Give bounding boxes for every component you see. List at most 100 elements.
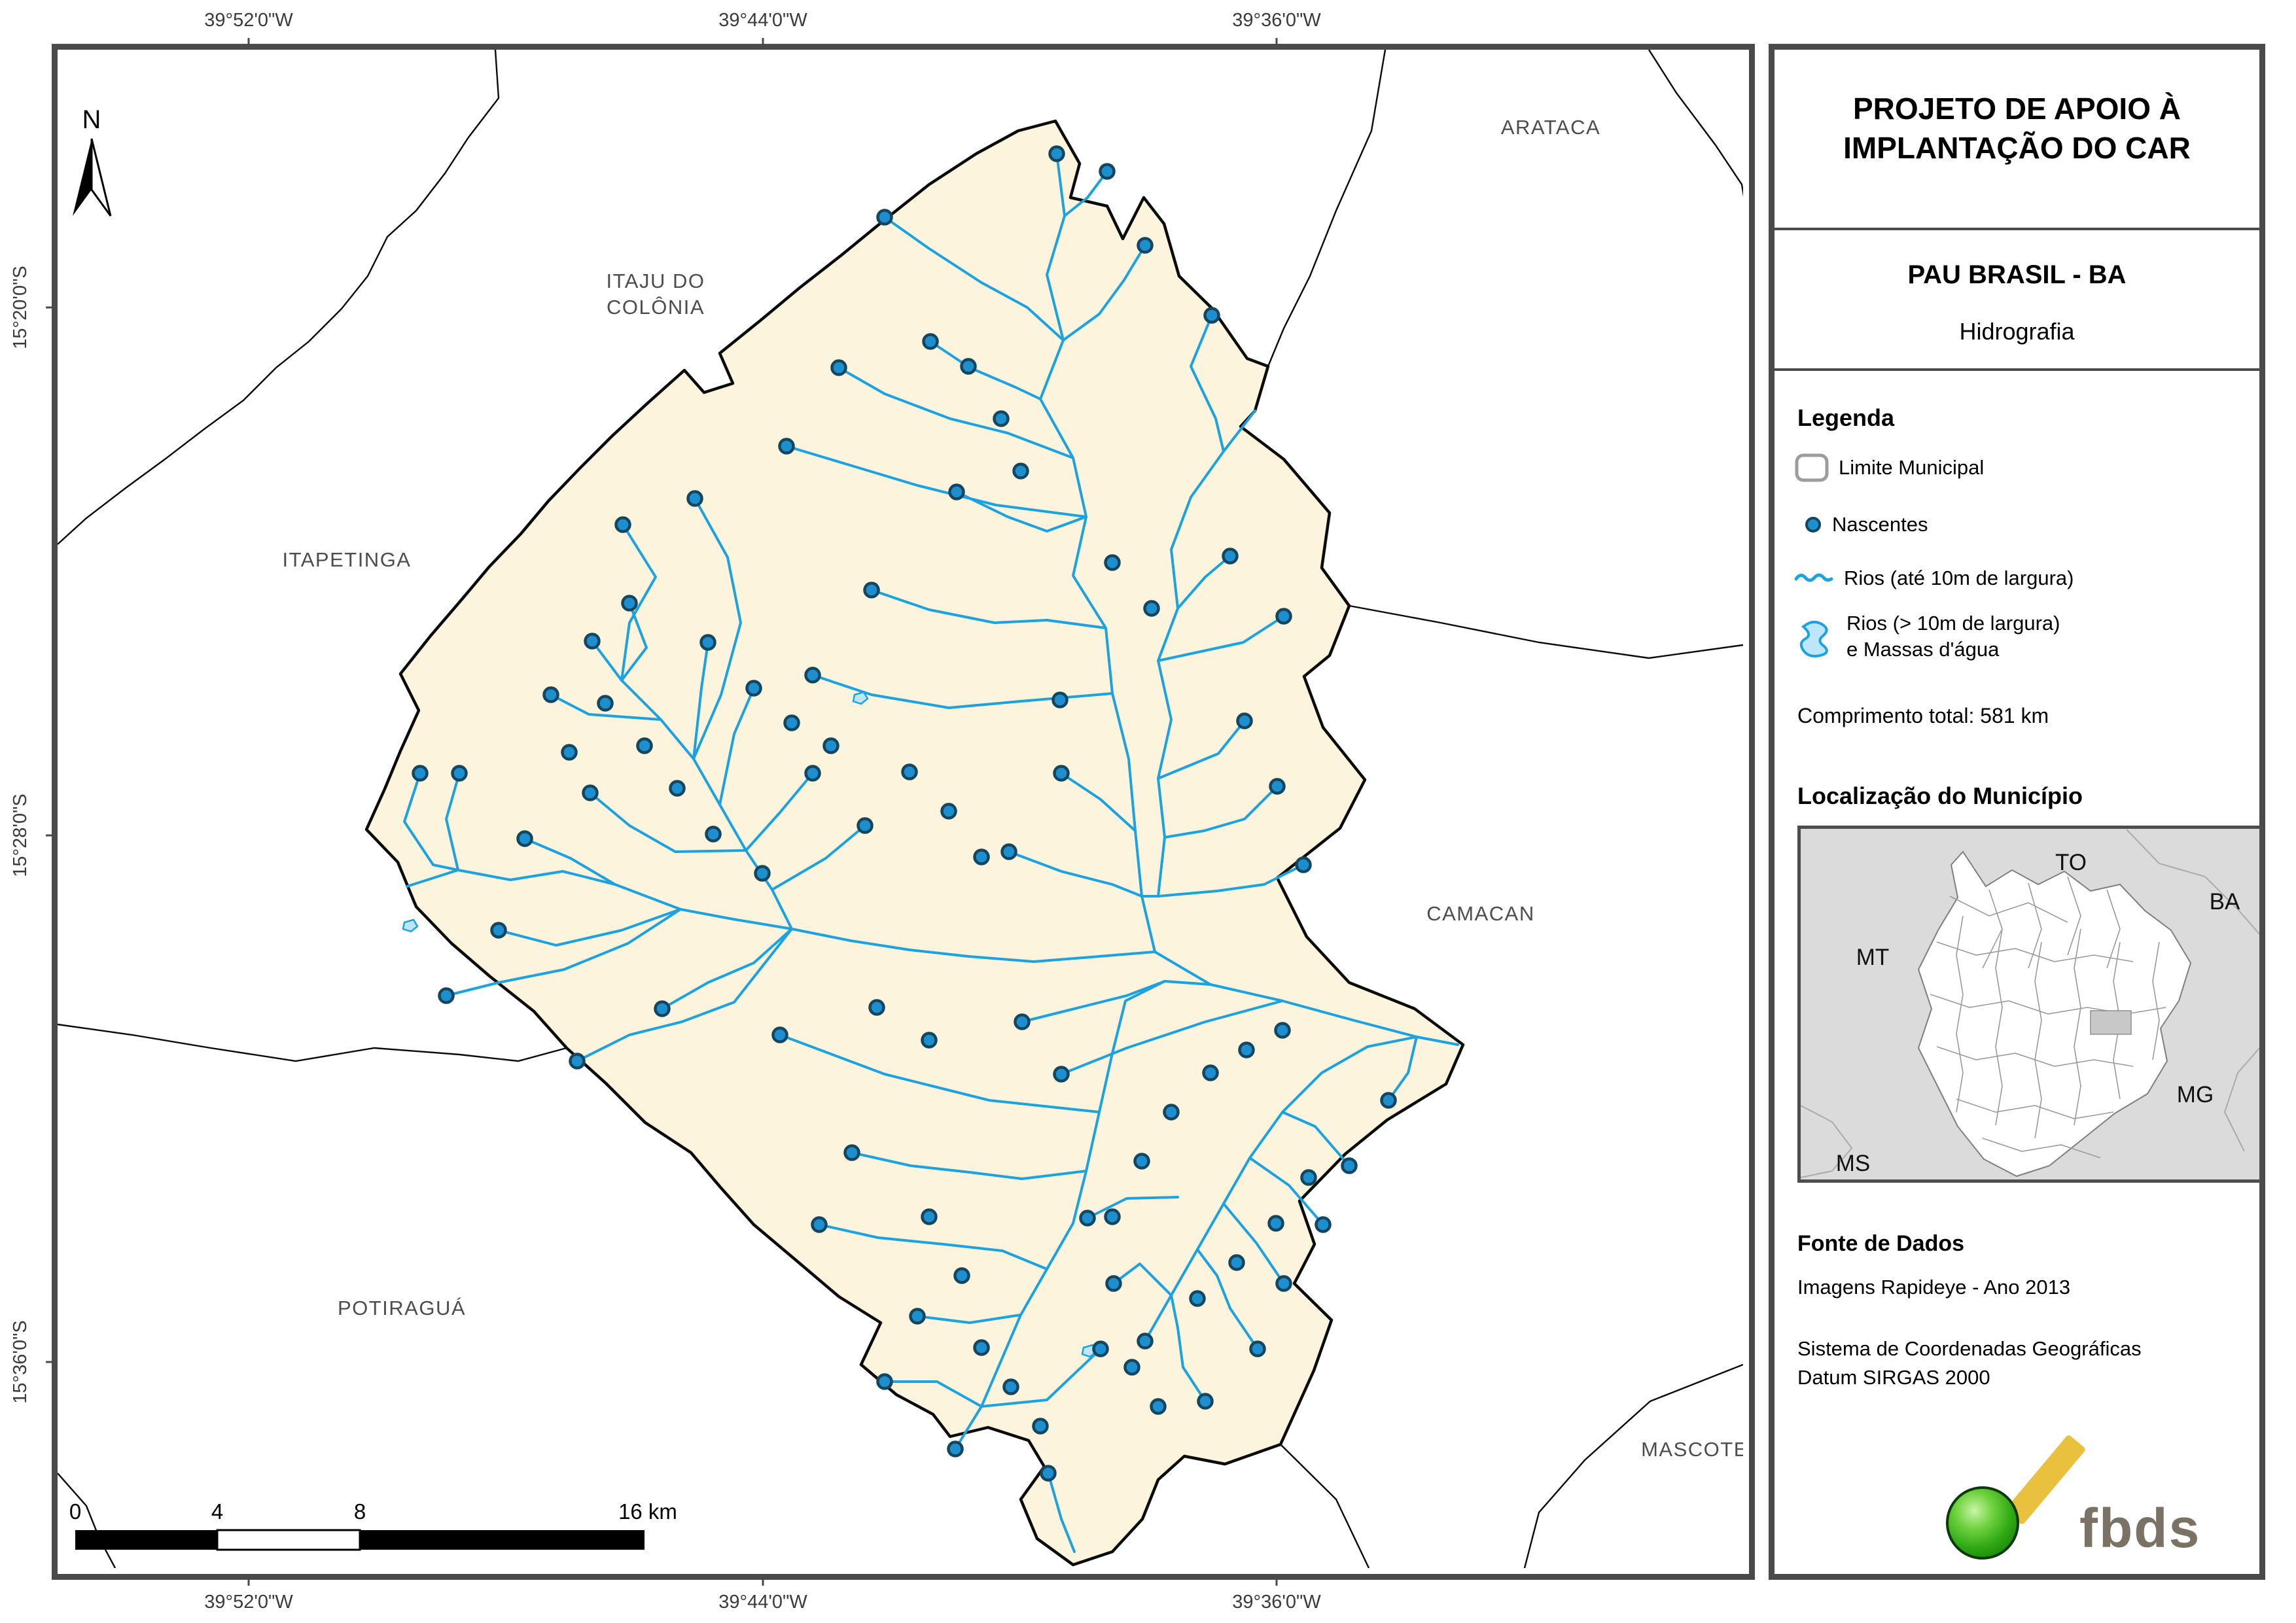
source-line: Datum SIRGAS 2000 [1797, 1366, 1990, 1389]
municipal-limit-swatch-icon [1795, 453, 1829, 482]
scale-bar-segment [216, 1529, 361, 1551]
nascente-dot [614, 516, 631, 533]
nascente-dot [876, 209, 893, 226]
nascente-dot [863, 582, 880, 599]
nascente-dot [783, 714, 800, 731]
nascente-dot [868, 999, 885, 1016]
river [851, 1151, 1087, 1180]
map-theme: Hidrografia [1959, 318, 2075, 345]
nascente-dot [705, 826, 722, 843]
nascente-dot [901, 763, 918, 780]
nascente-dot [686, 490, 703, 507]
nascente-dot [1249, 1340, 1266, 1357]
longitude-label: 39°36'0"W [1232, 10, 1321, 31]
nascente-dot [778, 438, 795, 455]
river [745, 772, 814, 852]
legend-item-label: Rios (> 10m de largura) e Massas d'água [1846, 610, 2060, 663]
nascente-dot [561, 744, 578, 761]
scale-bar-label: 0 [69, 1499, 81, 1524]
legend-item-label-line1: Rios (> 10m de largura) [1846, 612, 2060, 635]
scale-bar-label: 4 [211, 1499, 223, 1524]
nascente-dot [516, 830, 533, 847]
nascente-dot [947, 1440, 964, 1457]
river [445, 772, 461, 871]
nascente-dot [1105, 1275, 1122, 1292]
nascente-dot [1163, 1104, 1180, 1121]
nascente-dot [1104, 554, 1121, 571]
municipal-mesh-line [2028, 882, 2042, 969]
nascente-dot [973, 848, 990, 865]
river [1196, 1248, 1259, 1350]
municipal-mesh-line [1949, 896, 2068, 923]
state-boundary-line [2126, 829, 2259, 935]
river [1157, 615, 1285, 662]
legend-item-massas: Rios (> 10m de largura) e Massas d'água [1794, 608, 2060, 665]
nascente-dot [1274, 1022, 1291, 1039]
nascente-dot [1275, 608, 1292, 625]
nascente-dot [745, 680, 762, 697]
scale-bar-label: 16 km [618, 1499, 677, 1524]
nascente-dot [1014, 1013, 1031, 1030]
nascente-dot [1236, 712, 1253, 729]
neighbor-municipality-label: ARATACA [1501, 116, 1600, 139]
river [1248, 1157, 1324, 1226]
neighbor-boundary-line [1349, 604, 1743, 659]
nascente-dot [811, 1216, 828, 1233]
nascente-dot [1315, 1216, 1332, 1233]
nascente-dot [490, 922, 507, 939]
river [916, 1314, 1022, 1324]
nascente-dot [569, 1053, 586, 1070]
nascente-dot [1189, 1290, 1206, 1307]
fbds-logo-text: fbds [2079, 1497, 2201, 1559]
latitude-label: 15°36'0"S [10, 1320, 31, 1403]
nascente-dot [1380, 1092, 1397, 1109]
longitude-label: 39°44'0"W [718, 1592, 807, 1613]
nascente-dot [909, 1308, 926, 1325]
nascente-dot [542, 686, 559, 703]
nascente-dot [582, 784, 599, 801]
nascente-dot [921, 1208, 938, 1225]
neighbor-boundary-line [58, 1473, 116, 1568]
nascente-dot [621, 595, 638, 612]
river [883, 216, 1065, 341]
longitude-label: 39°52'0"W [204, 1592, 293, 1613]
river [692, 641, 709, 760]
river [1281, 1111, 1351, 1167]
river-line-icon [1794, 573, 1833, 582]
river [771, 824, 866, 891]
river [403, 772, 459, 871]
municipal-mesh-line [1936, 941, 2134, 962]
municipal-mesh-line [1995, 928, 2003, 1126]
municipal-mesh-line [2152, 941, 2160, 1060]
longitude-label: 39°36'0"W [1232, 1592, 1321, 1613]
river [1163, 785, 1279, 839]
panel-separator [1775, 228, 2259, 230]
neighbor-boundary-line [1523, 1363, 1743, 1568]
nascente-dot [1053, 765, 1070, 782]
state-label: MT [1856, 945, 1890, 970]
north-arrow-icon [73, 139, 92, 216]
nascente-dot [1275, 1275, 1292, 1292]
legend-item-label-line2: e Massas d'água [1846, 638, 2000, 661]
river [692, 497, 742, 760]
nascente-dot [1123, 1359, 1140, 1376]
nascente-dot [1197, 1393, 1214, 1410]
nascente-dot [1104, 1208, 1121, 1225]
river [883, 1380, 983, 1408]
municipal-mesh-line [1956, 1098, 2114, 1119]
water-body-icon [1799, 620, 1828, 657]
nascente-dot [1032, 1418, 1049, 1435]
river [589, 792, 747, 853]
river [1062, 244, 1146, 341]
nascente-dot [451, 765, 468, 782]
neighbor-boundary-line [58, 50, 500, 545]
nascente-dot [412, 765, 429, 782]
map-title: PROJETO DE APOIO À IMPLANTAÇÃO DO CAR [1775, 89, 2259, 167]
neighbor-boundary-line [1280, 1444, 1370, 1568]
nascente-dot [948, 483, 965, 500]
location-inset-map: TO BA MT MG MS [1797, 826, 2263, 1183]
river [1170, 1294, 1207, 1403]
water-body [402, 918, 419, 933]
nascente-dot [922, 333, 939, 350]
nascente-dot [438, 987, 455, 1004]
